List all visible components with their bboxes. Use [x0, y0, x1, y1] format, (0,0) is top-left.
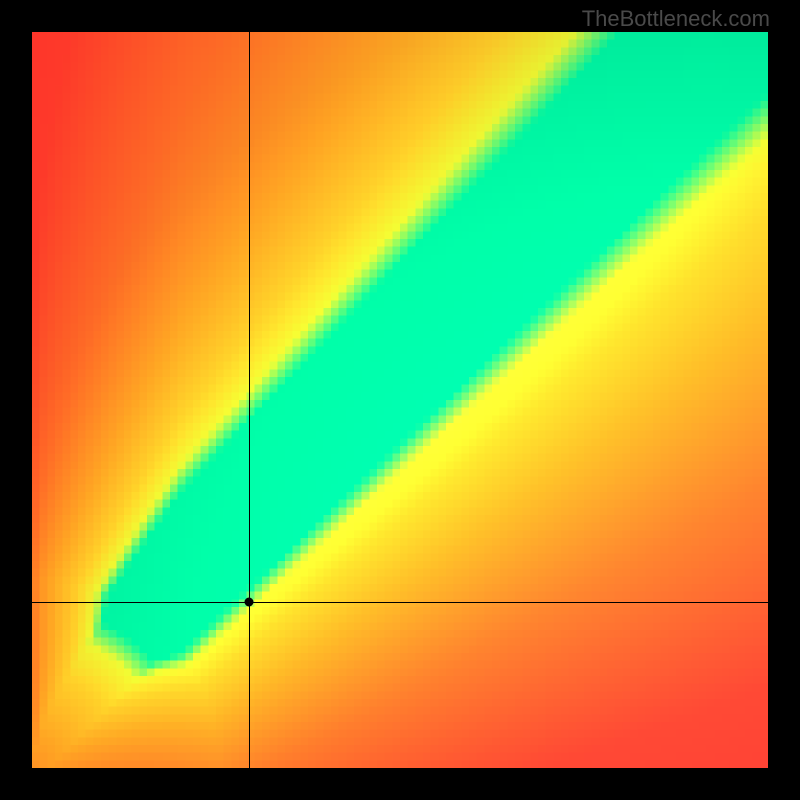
- marker-point: [245, 598, 254, 607]
- bottleneck-heatmap: [32, 32, 768, 768]
- heatmap-frame: [32, 32, 768, 768]
- crosshair-vertical: [249, 32, 250, 768]
- crosshair-horizontal: [32, 602, 768, 603]
- watermark-text: TheBottleneck.com: [582, 6, 770, 32]
